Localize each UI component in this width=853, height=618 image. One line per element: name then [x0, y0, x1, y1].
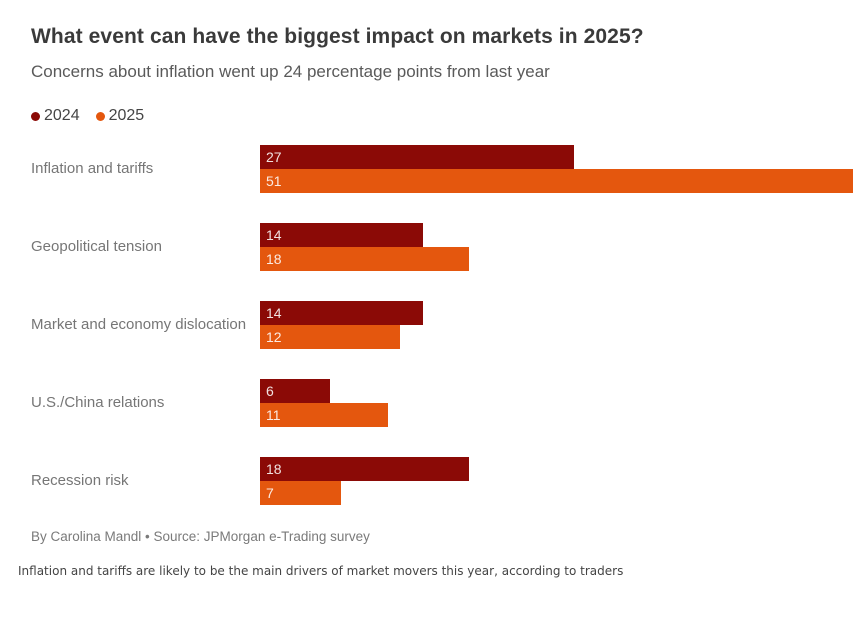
bar-2024: 6 — [260, 379, 330, 403]
page-subtitle: Concerns about inflation went up 24 perc… — [31, 62, 550, 81]
category-label: Recession risk — [31, 472, 129, 489]
byline-source: By Carolina Mandl • Source: JPMorgan e-T… — [31, 529, 370, 544]
chart-row: U.S./China relations 6 11 — [0, 379, 853, 427]
bar-value-label: 14 — [266, 305, 282, 321]
chart-row: Market and economy dislocation 14 12 — [0, 301, 853, 349]
legend-item-2024: 2024 — [31, 107, 80, 125]
bar-group: 14 12 — [260, 301, 853, 349]
bar-2024: 18 — [260, 457, 470, 481]
legend-swatch-2024-icon — [31, 111, 40, 121]
bar-value-label: 11 — [266, 407, 281, 423]
chart-row: Geopolitical tension 14 18 — [0, 223, 853, 271]
bar-value-label: 27 — [266, 149, 282, 165]
bar-value-label: 14 — [266, 227, 282, 243]
bar-2025: 7 — [260, 481, 342, 505]
chart-caption: Inflation and tariffs are likely to be t… — [18, 564, 624, 578]
bar-2025: 12 — [260, 325, 400, 349]
bar-group: 27 51 — [260, 145, 853, 193]
bar-chart: Inflation and tariffs 27 51 Geopolitical te… — [0, 145, 853, 505]
legend-item-2025: 2025 — [95, 107, 145, 125]
bar-group: 14 18 — [260, 223, 853, 271]
bar-2024: 27 — [260, 145, 574, 169]
bar-group: 18 7 — [260, 457, 853, 505]
bar-2025: 18 — [260, 247, 470, 271]
category-label: Market and economy dislocation — [31, 316, 247, 333]
bar-value-label: 18 — [266, 251, 282, 267]
legend-label-2025: 2025 — [108, 107, 145, 124]
chart-row: Recession risk 18 7 — [0, 457, 853, 505]
bar-value-label: 12 — [266, 329, 282, 345]
bar-value-label: 7 — [266, 485, 274, 501]
legend-swatch-2025-icon — [95, 111, 105, 121]
page-title: What event can have the biggest impact o… — [31, 25, 644, 48]
bar-value-label: 6 — [266, 383, 274, 399]
bar-2025: 11 — [260, 403, 388, 427]
bar-2024: 14 — [260, 301, 423, 325]
category-label: U.S./China relations — [31, 394, 165, 411]
chart-row: Inflation and tariffs 27 51 — [0, 145, 853, 193]
legend-label-2024: 2024 — [44, 107, 80, 124]
bar-value-label: 18 — [266, 461, 282, 477]
bar-group: 6 11 — [260, 379, 853, 427]
bar-2025: 51 — [260, 169, 853, 193]
legend: 2024 2025 — [31, 107, 822, 125]
bar-value-label: 51 — [266, 173, 282, 189]
category-label: Inflation and tariffs — [31, 160, 154, 177]
category-label: Geopolitical tension — [31, 238, 162, 255]
bar-2024: 14 — [260, 223, 423, 247]
